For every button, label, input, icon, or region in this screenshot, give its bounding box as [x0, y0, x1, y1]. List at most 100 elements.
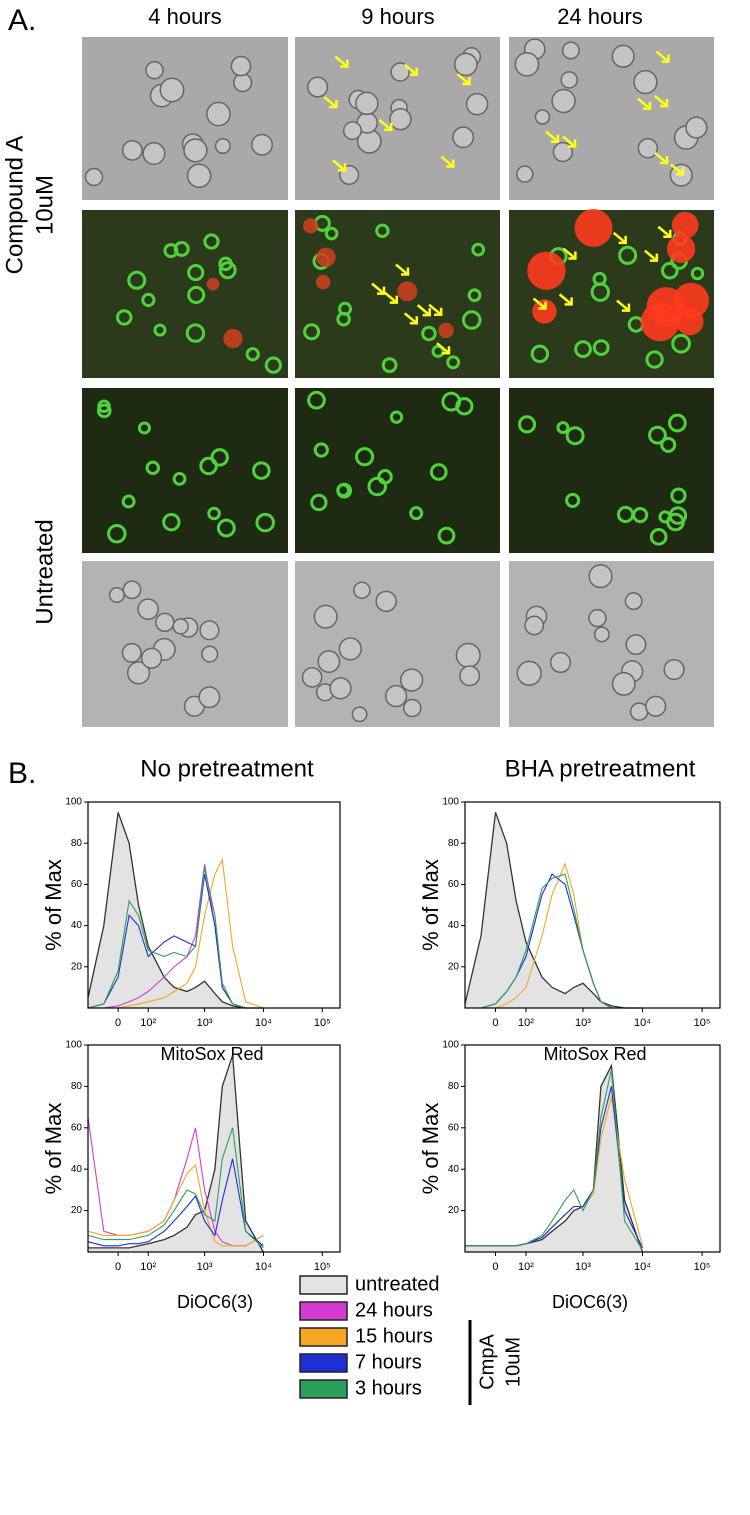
cell: [127, 270, 147, 290]
cell: [611, 671, 636, 696]
micrograph: [295, 210, 500, 378]
y-tick-label: 40: [448, 920, 460, 931]
red-cell: [315, 274, 331, 290]
cell: [187, 285, 206, 305]
cell: [549, 651, 572, 674]
red-cell: [532, 299, 557, 324]
series-line: [465, 873, 643, 1009]
cell: [367, 476, 388, 497]
y-tick-label: 60: [71, 1122, 83, 1133]
y-tick-label: 80: [448, 1081, 460, 1092]
y-tick-label: 60: [448, 879, 460, 890]
legend-swatch: [299, 1353, 348, 1373]
cell: [218, 256, 233, 272]
x-axis-label: DiOC6(3): [552, 1292, 628, 1312]
cell: [446, 355, 461, 370]
cell: [338, 301, 353, 316]
cell: [467, 288, 482, 303]
y-axis-label: % of Max: [41, 1103, 66, 1195]
x-axis-label: DiOC6(3): [177, 1292, 253, 1312]
micrograph: [509, 209, 714, 378]
red-cell: [206, 277, 220, 291]
series-line: [464, 812, 643, 1009]
cell: [565, 426, 585, 446]
cell: [252, 461, 271, 480]
cell: [336, 482, 353, 499]
x-tick-label: 10⁵: [314, 1261, 331, 1273]
cell: [666, 512, 685, 532]
cell: [121, 139, 143, 161]
cell: [185, 323, 206, 343]
legend-swatch: [299, 1275, 348, 1295]
cell: [162, 512, 181, 532]
cell: [108, 586, 125, 603]
y-tick-label: 20: [448, 1205, 460, 1216]
image-tile: [82, 37, 288, 200]
cell: [593, 626, 610, 643]
legend-group-label: 10uM: [502, 1337, 524, 1387]
y-tick-label: 100: [442, 797, 459, 808]
y-tick-label: 20: [448, 961, 460, 972]
legend-label: 15 hours: [355, 1325, 433, 1347]
cell: [159, 77, 185, 103]
x-tick-label: 10²: [140, 1017, 156, 1029]
cell: [137, 421, 151, 435]
cell: [84, 167, 104, 187]
x-tick-label: 0: [492, 1261, 498, 1273]
cell: [155, 612, 175, 633]
y-tick-label: 20: [71, 961, 83, 972]
cell: [648, 425, 667, 445]
legend-group-label: CmpA: [476, 1334, 498, 1390]
micrograph: [82, 210, 288, 378]
cell: [317, 650, 341, 674]
y-axis-label: % of Max: [41, 859, 66, 951]
cell: [588, 564, 613, 589]
series-line: [87, 1127, 264, 1249]
y-tick-label: 80: [71, 838, 83, 849]
cell: [230, 55, 252, 77]
plot-frame: [87, 801, 341, 1009]
cell: [145, 460, 160, 476]
cell: [96, 403, 112, 419]
cell: [172, 471, 187, 486]
image-tile: [295, 388, 500, 553]
cell: [173, 240, 190, 257]
arrow: [562, 135, 577, 148]
red-cell: [438, 322, 454, 339]
red-cell: [527, 251, 566, 290]
series-line: [87, 867, 264, 1009]
cell: [461, 310, 482, 330]
cell: [441, 391, 462, 412]
red-cell: [671, 211, 699, 239]
x-tick-label: 10⁴: [634, 1261, 651, 1273]
cell: [465, 92, 489, 116]
cell: [140, 647, 163, 669]
cell: [329, 677, 352, 700]
cell: [663, 658, 685, 681]
arrow: [654, 95, 669, 108]
cell: [514, 51, 540, 77]
cell: [670, 487, 687, 504]
arrow: [558, 293, 573, 306]
series-line: [88, 857, 264, 1009]
cell: [122, 580, 142, 600]
cell: [198, 686, 221, 709]
cell: [645, 695, 667, 717]
cell: [390, 62, 410, 82]
chart-title: No pretreatment: [140, 755, 314, 782]
series-line: [88, 1055, 264, 1253]
arrow: [395, 263, 410, 276]
row-label: Compound A: [1, 136, 28, 275]
cell: [145, 60, 164, 80]
y-tick-label: 40: [71, 920, 83, 931]
y-tick-label: 40: [71, 1164, 83, 1175]
cell: [633, 69, 658, 95]
red-cell: [303, 218, 319, 234]
y-tick-label: 20: [71, 1205, 83, 1216]
cell: [409, 506, 424, 521]
cell: [251, 133, 273, 156]
cell: [618, 245, 638, 265]
cell: [625, 634, 647, 656]
cell: [338, 637, 362, 661]
cell: [214, 138, 231, 155]
